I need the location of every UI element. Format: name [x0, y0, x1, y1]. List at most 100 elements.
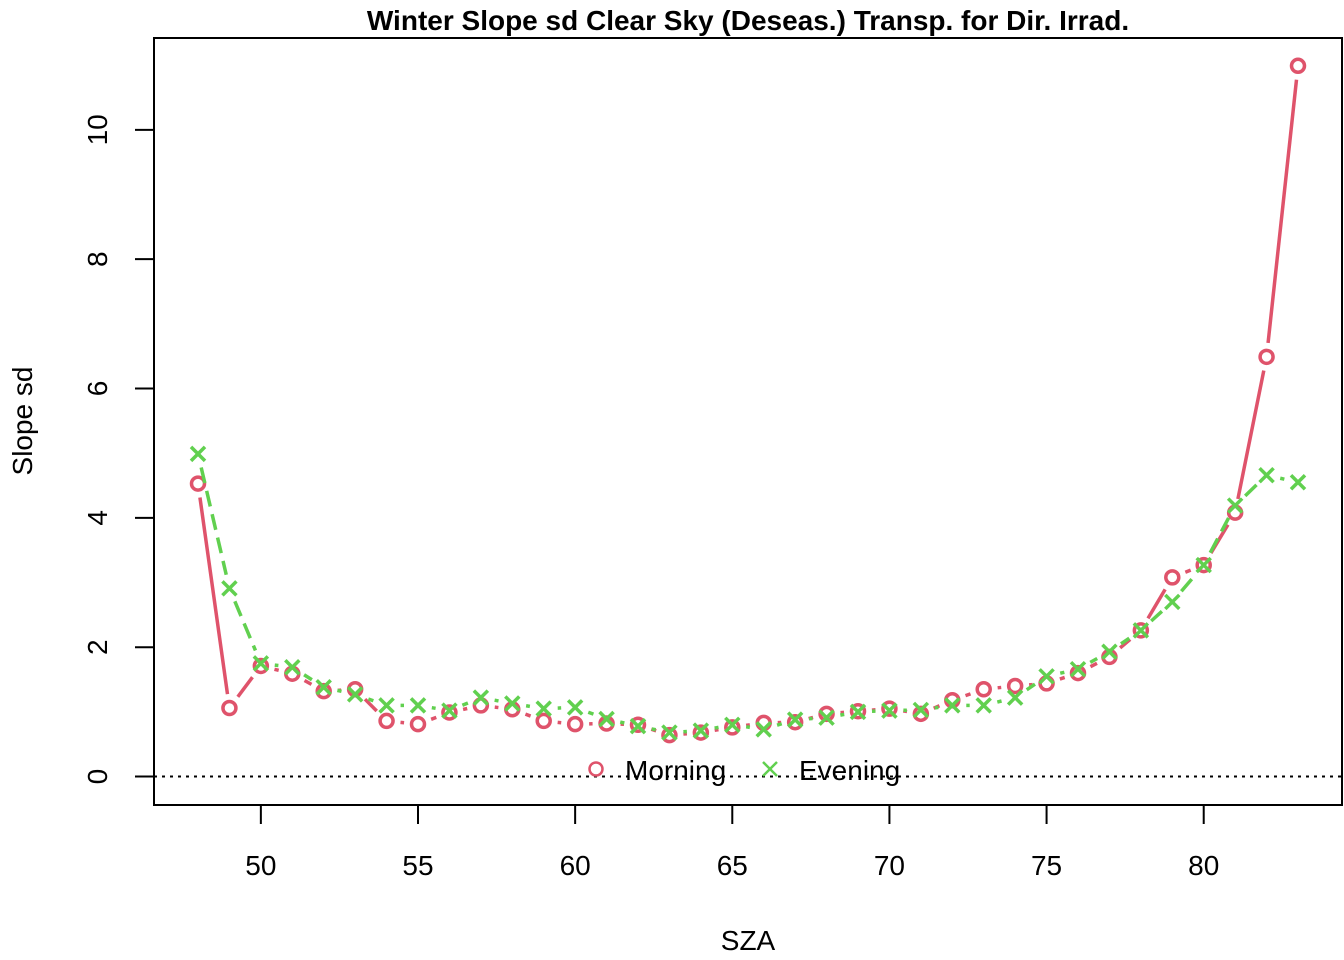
series-evening-segment	[1180, 574, 1196, 593]
y-tick-label: 10	[82, 114, 113, 145]
series-morning	[189, 57, 1307, 744]
x-tick-label: 80	[1188, 850, 1219, 881]
series-evening-point	[315, 679, 332, 696]
series-evening-point	[629, 717, 647, 735]
series-morning-point	[1132, 622, 1150, 639]
x-axis-label: SZA	[721, 925, 776, 956]
series-morning-segment	[1089, 661, 1098, 669]
series-evening-point	[1069, 660, 1087, 678]
series-morning-segment	[1146, 588, 1167, 620]
series-morning-point	[221, 699, 238, 717]
series-evening-point	[409, 697, 427, 714]
series-evening-point	[786, 711, 804, 728]
series-evening-point	[755, 721, 772, 738]
series-evening-point	[441, 702, 458, 719]
series-morning-point	[786, 713, 804, 731]
series-evening-point	[252, 655, 270, 672]
series-layer	[189, 57, 1307, 744]
series-morning-point	[378, 712, 395, 730]
series-evening-point	[724, 716, 741, 734]
series-evening-segment	[934, 705, 939, 710]
series-morning-segment	[236, 676, 254, 698]
series-evening-segment	[367, 697, 374, 703]
series-morning-point	[849, 702, 867, 720]
series-evening-point	[1258, 466, 1275, 484]
series-morning-point	[409, 715, 427, 733]
series-evening-segment	[1208, 517, 1231, 554]
series-evening-point	[1195, 556, 1212, 574]
legend-item-morning: Morning	[588, 755, 726, 786]
series-morning-point	[661, 726, 678, 744]
series-morning-point	[315, 682, 332, 700]
series-morning-segment	[714, 727, 719, 733]
series-evening-point	[1164, 593, 1181, 611]
series-morning-point	[1289, 57, 1307, 75]
series-morning-segment	[964, 692, 972, 698]
series-evening-point	[566, 699, 584, 716]
series-morning-segment	[1059, 675, 1066, 681]
series-evening-point	[912, 701, 930, 719]
series-evening-segment	[1059, 670, 1065, 675]
y-axis: 0 2 4 6 8 10	[82, 114, 155, 785]
series-evening-segment	[1025, 682, 1036, 692]
series-evening-segment	[199, 467, 228, 576]
series-morning-point	[912, 705, 930, 723]
series-morning-segment	[462, 706, 468, 712]
y-tick-label: 0	[82, 769, 113, 785]
series-evening-segment	[776, 722, 783, 727]
series-evening-point	[535, 700, 552, 717]
series-evening-point	[284, 659, 301, 676]
legend-item-evening: Evening	[762, 755, 900, 786]
series-morning-point	[881, 700, 898, 717]
plot-frame	[153, 37, 1343, 806]
series-evening-segment	[494, 698, 499, 703]
series-morning-segment	[524, 712, 532, 718]
series-morning-segment	[1184, 568, 1192, 574]
series-morning-segment	[303, 678, 313, 686]
series-evening-point	[472, 689, 490, 706]
series-evening-segment	[1243, 483, 1258, 498]
series-morning-point	[252, 657, 270, 675]
series-evening-point	[1289, 474, 1307, 491]
series-morning-point	[1195, 556, 1212, 574]
series-evening-segment	[303, 673, 313, 682]
series-evening-segment	[336, 688, 342, 694]
series-evening-segment	[745, 725, 751, 730]
legend-marker-morning	[588, 761, 604, 777]
series-evening-segment	[1120, 636, 1131, 646]
x-tick-label: 50	[245, 850, 276, 881]
series-morning-point	[818, 705, 835, 723]
series-morning-point	[566, 715, 584, 733]
y-axis-label: Slope sd	[7, 367, 38, 476]
series-evening-segment	[587, 710, 595, 716]
series-morning-segment	[198, 497, 230, 695]
series-morning-point	[975, 680, 992, 698]
legend-marker-evening	[762, 761, 778, 777]
legend: Morning Evening	[588, 755, 900, 786]
series-morning-segment	[1236, 370, 1266, 500]
series-morning-segment	[1266, 79, 1299, 344]
series-morning-point	[1069, 664, 1087, 682]
chart-title: Winter Slope sd Clear Sky (Deseas.) Tran…	[367, 5, 1129, 36]
series-morning-point	[535, 712, 552, 730]
series-morning-point	[189, 475, 207, 492]
series-morning-point	[724, 719, 741, 736]
series-evening-point	[661, 724, 678, 741]
series-evening-segment	[996, 699, 1002, 704]
series-morning-segment	[363, 697, 378, 713]
x-axis: 50 55 60 65 70 75 80	[245, 804, 1219, 881]
series-morning-point	[1258, 348, 1275, 366]
series-evening-point	[975, 697, 992, 714]
x-tick-label: 70	[874, 850, 905, 881]
legend-label-morning: Morning	[625, 755, 726, 786]
series-evening-point	[1226, 497, 1244, 514]
series-evening-segment	[714, 725, 719, 730]
series-evening-point	[1038, 668, 1055, 685]
series-evening-point	[221, 580, 238, 597]
legend-label-evening: Evening	[799, 755, 900, 786]
series-evening-point	[692, 722, 710, 739]
y-tick-label: 6	[82, 381, 113, 397]
x-tick-label: 65	[717, 850, 748, 881]
series-morning-point	[1164, 569, 1181, 586]
